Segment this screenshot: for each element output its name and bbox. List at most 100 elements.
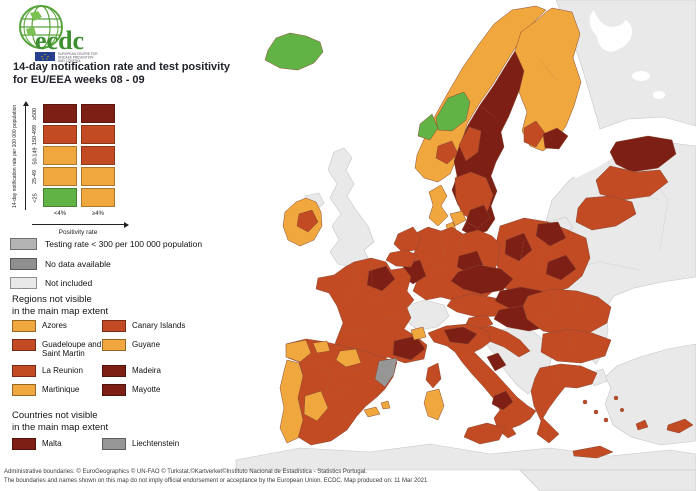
matrix-cell — [81, 104, 115, 123]
region-label: Mayotte — [132, 385, 161, 394]
region-label: Azores — [42, 321, 67, 330]
title-line2: for EU/EEA weeks 08 - 09 — [13, 74, 145, 86]
matrix-y-tick: <25 — [32, 192, 39, 203]
logo-org-line2: DISEASE PREVENTION — [58, 56, 94, 60]
region-label: Canary Islands — [132, 321, 186, 330]
matrix-x-axis-arrow — [32, 221, 129, 228]
matrix-cell — [43, 167, 77, 186]
map-sea-layer — [548, 10, 665, 178]
map-region-romania — [522, 288, 612, 336]
country-item-liechtenstein: Liechtenstein — [102, 438, 214, 450]
map-region-bulgaria — [540, 328, 612, 364]
region-item-canary-islands: Canary Islands — [102, 320, 214, 332]
matrix-cell — [43, 188, 77, 207]
matrix-x-axis-label: Positivity rate — [58, 229, 98, 236]
map-eu-layer — [264, 5, 694, 459]
map-region-sweden-south-east — [465, 204, 491, 229]
map-region-portugal — [279, 359, 304, 444]
region-item-madeira: Madeira — [102, 365, 214, 377]
legend-label: Testing rate < 300 per 100 000 populatio… — [45, 239, 203, 249]
map-region-italy-north — [443, 326, 478, 345]
matrix-x-tick: <4% — [53, 211, 67, 217]
matrix-row — [43, 167, 115, 186]
map-region-italy-campania — [491, 390, 514, 411]
map-region-latvia — [595, 165, 669, 201]
legend-label: Not included — [45, 278, 93, 288]
color-swatch — [102, 438, 126, 450]
matrix-y-tick: 25-49 — [32, 169, 39, 184]
region-item-guyane: Guyane — [102, 339, 214, 351]
legend-item-testing-rate: Testing rate < 300 per 100 000 populatio… — [10, 238, 202, 250]
legend-item-not-included: Not included — [10, 277, 92, 289]
matrix-y-axis-arrow — [22, 101, 29, 210]
map-region-netherlands — [393, 226, 422, 253]
map-region-turkey — [604, 343, 696, 446]
region-label: Guadeloupe and Saint Martin — [42, 340, 102, 358]
region-item-guadeloupe: Guadeloupe and Saint Martin — [12, 339, 102, 358]
color-swatch — [10, 277, 37, 289]
color-swatch — [10, 238, 37, 250]
matrix-cell — [43, 125, 77, 144]
map-region-poland-patch-a — [504, 232, 533, 262]
map-region-sicily — [463, 422, 506, 445]
region-item-la-reunion: La Reunion — [12, 365, 102, 377]
lake-ladoga — [632, 71, 650, 81]
map-region-catalonia — [374, 357, 398, 388]
countries-section-header: Countries not visible in the main map ex… — [12, 410, 108, 433]
color-swatch — [12, 438, 36, 450]
map-region-iceland — [264, 32, 324, 71]
logo-org-line1: EUROPEAN CENTRE FOR — [58, 52, 98, 56]
map-region-north-africa-south — [519, 469, 696, 491]
country-label: Liechtenstein — [132, 439, 180, 448]
logo-org-line3: AND CONTROL — [58, 59, 81, 63]
footer-line2: The boundaries and names shown on this m… — [4, 478, 428, 484]
map-region-czechia — [450, 264, 514, 295]
matrix-y-tick: 50-149 — [32, 146, 39, 165]
map-region-corsica — [425, 362, 442, 389]
map-region-finland — [514, 7, 582, 152]
attribution-footer: Administrative boundaries: © EuroGeograp… — [4, 468, 624, 486]
page-title: 14-day notification rate and test positi… — [13, 61, 233, 87]
map-region-navarra — [335, 348, 362, 368]
map-region-sardinia — [423, 388, 445, 421]
country-label: Malta — [42, 439, 62, 448]
color-swatch — [102, 384, 126, 396]
countries-header-line1: Countries not visible — [12, 410, 98, 421]
map-region-balearic-a — [363, 406, 381, 418]
map-region-lithuania — [575, 195, 637, 231]
color-swatch — [102, 339, 126, 351]
ecdc-logo: ecdc EUROPEAN CENTRE FOR DISEASE PREVENT… — [19, 5, 98, 63]
color-swatch — [12, 320, 36, 332]
eu-flag-icon — [35, 52, 55, 61]
matrix-cell — [81, 167, 115, 186]
regions-header-line2: in the main map extent — [12, 305, 109, 317]
map-region-greece — [530, 363, 598, 444]
color-swatch — [12, 365, 36, 377]
map-region-balearic-b — [380, 400, 391, 410]
region-item-mayotte: Mayotte — [102, 384, 214, 396]
color-swatch — [12, 339, 36, 351]
countries-header-line2: in the main map extent — [12, 421, 109, 433]
color-swatch — [102, 365, 126, 377]
map-region-italy — [427, 323, 537, 439]
map-region-sweden-mid — [458, 126, 482, 162]
title-line1: 14-day notification rate and test positi… — [13, 61, 230, 73]
matrix-cell — [81, 146, 115, 165]
country-item-malta: Malta — [12, 438, 102, 450]
matrix-y-tick: ≥500 — [32, 107, 39, 120]
map-region-france — [315, 257, 428, 364]
color-swatch — [102, 320, 126, 332]
map-region-finland-southwest — [523, 120, 546, 148]
rate-positivity-matrix-legend: 14-day notification rate per 100 000 pop… — [10, 100, 160, 242]
map-region-poland-patch-c — [545, 254, 577, 281]
map-region-norway — [414, 5, 547, 183]
map-region-poland-patch-b — [535, 221, 567, 247]
matrix-row — [43, 146, 115, 165]
map-region-norway-oslo — [435, 140, 459, 165]
map-region-italy-adriatic — [486, 352, 507, 372]
legend-label: No data available — [45, 259, 111, 269]
map-region-cantabria — [312, 340, 331, 354]
map-region-aegean-islands — [582, 395, 625, 423]
